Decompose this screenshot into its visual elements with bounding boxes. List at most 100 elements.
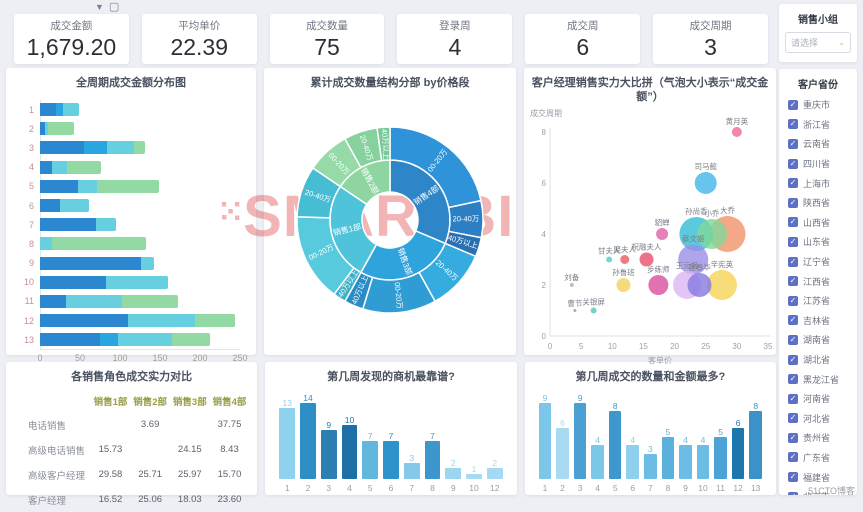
bar-segment[interactable] [40,103,56,117]
stacked-bar[interactable] [40,256,240,270]
checkbox-checked-icon[interactable]: ✓ [788,472,798,483]
province-item[interactable]: ✓ 云南省 [779,134,857,154]
stacked-bar[interactable] [40,141,240,155]
stacked-bar[interactable] [40,160,240,174]
bar-segment[interactable] [40,160,52,174]
bar[interactable] [300,403,316,479]
sunburst-outer-40万以上[interactable] [376,126,391,162]
checkbox-checked-icon[interactable]: ✓ [788,158,798,169]
bar[interactable] [573,403,587,479]
bar-segment[interactable] [47,122,74,136]
bar[interactable] [591,445,604,479]
bar-column[interactable]: 2 12 [486,388,503,494]
checkbox-checked-icon[interactable]: ✓ [788,413,798,424]
bar[interactable] [445,468,462,479]
bar-segment[interactable] [96,179,160,193]
bar-segment[interactable] [40,141,84,155]
province-item[interactable]: ✓ 贵州省 [779,428,857,448]
checkbox-checked-icon[interactable]: ✓ [788,354,798,365]
kpi-card-4[interactable]: 成交周 6 [525,14,641,64]
province-item[interactable]: ✓ 吉林省 [779,311,857,331]
province-item[interactable]: ✓ 福建省 [779,467,857,487]
bar-segment[interactable] [40,122,45,136]
checkbox-checked-icon[interactable]: ✓ [788,393,798,404]
checkbox-checked-icon[interactable]: ✓ [788,236,798,247]
bubble-司马懿[interactable] [694,172,717,194]
bar-segment[interactable] [140,256,154,270]
bar-column[interactable]: 5 11 [714,388,727,494]
kpi-card-5[interactable]: 成交周期 3 [653,14,768,64]
checkbox-checked-icon[interactable]: ✓ [788,178,798,189]
bar-segment[interactable] [195,314,236,328]
checkbox-checked-icon[interactable]: ✓ [788,276,798,287]
checkbox-checked-icon[interactable]: ✓ [788,452,798,463]
bar-segment[interactable] [40,256,141,270]
kpi-card-3[interactable]: 登录周 4 [397,14,513,64]
province-item[interactable]: ✓ 湖南省 [779,330,857,350]
checkbox-checked-icon[interactable]: ✓ [788,295,798,306]
bar-segment[interactable] [122,294,179,308]
bar-segment[interactable] [60,199,89,213]
bar[interactable] [466,473,482,479]
checkbox-checked-icon[interactable]: ✓ [788,491,798,495]
bar[interactable] [341,424,358,479]
filter-funnel-icon[interactable]: ▼ [95,1,104,12]
bar-segment[interactable] [171,333,210,347]
bubble-祝融夫人[interactable] [639,252,654,267]
province-item[interactable]: ✓ 广东省 [779,448,857,468]
bar-column[interactable]: 8 13 [749,388,762,494]
province-item[interactable]: ✓ 辽宁省 [779,252,857,272]
stacked-bar[interactable] [40,103,240,117]
checkbox-checked-icon[interactable]: ✓ [788,217,798,228]
bar-segment[interactable] [106,275,168,289]
stacked-bar[interactable] [40,199,240,213]
bar[interactable] [383,441,399,479]
stacked-bar[interactable] [40,333,240,347]
bar-segment[interactable] [44,122,48,136]
bubble-小乔[interactable] [696,219,727,249]
bar[interactable] [714,436,727,479]
bar-segment[interactable] [96,218,116,232]
bar[interactable] [661,436,675,479]
province-item[interactable]: ✓ 陕西省 [779,193,857,213]
bubble-貂蝉[interactable] [656,228,669,240]
bar[interactable] [538,403,552,479]
bubble-张春华[interactable] [687,273,712,297]
bubble-黄月英[interactable] [731,127,742,137]
bar-segment[interactable] [52,160,68,174]
bubble-孙鲁班[interactable] [616,278,631,292]
province-item[interactable]: ✓ 四川省 [779,154,857,174]
stacked-bar[interactable] [40,294,240,308]
stacked-bar[interactable] [40,122,240,136]
bar-column[interactable]: 4 10 [696,388,710,494]
province-item[interactable]: ✓ 江西省 [779,271,857,291]
bar[interactable] [626,445,640,479]
bar-segment[interactable] [107,141,134,155]
bubble-蔡文姬[interactable] [678,244,709,275]
province-item[interactable]: ✓ 山东省 [779,232,857,252]
bar-segment[interactable] [40,199,60,213]
province-item[interactable]: ✓ 浙江省 [779,115,857,135]
checkbox-checked-icon[interactable]: ✓ [788,374,798,385]
province-item[interactable]: ✓ 河南省 [779,389,857,409]
province-item[interactable]: ✓ 上海市 [779,173,857,193]
province-item[interactable]: ✓ 北京市 [779,487,857,495]
checkbox-checked-icon[interactable]: ✓ [788,334,798,345]
bar[interactable] [679,445,692,479]
bar-segment[interactable] [65,294,123,308]
checkbox-checked-icon[interactable]: ✓ [788,138,798,149]
bar[interactable] [556,428,569,479]
bubble-辛宪英[interactable] [706,270,737,300]
checkbox-checked-icon[interactable]: ✓ [788,315,798,326]
province-item[interactable]: ✓ 江苏省 [779,291,857,311]
province-item[interactable]: ✓ 河北省 [779,409,857,429]
checkbox-checked-icon[interactable]: ✓ [788,432,798,443]
